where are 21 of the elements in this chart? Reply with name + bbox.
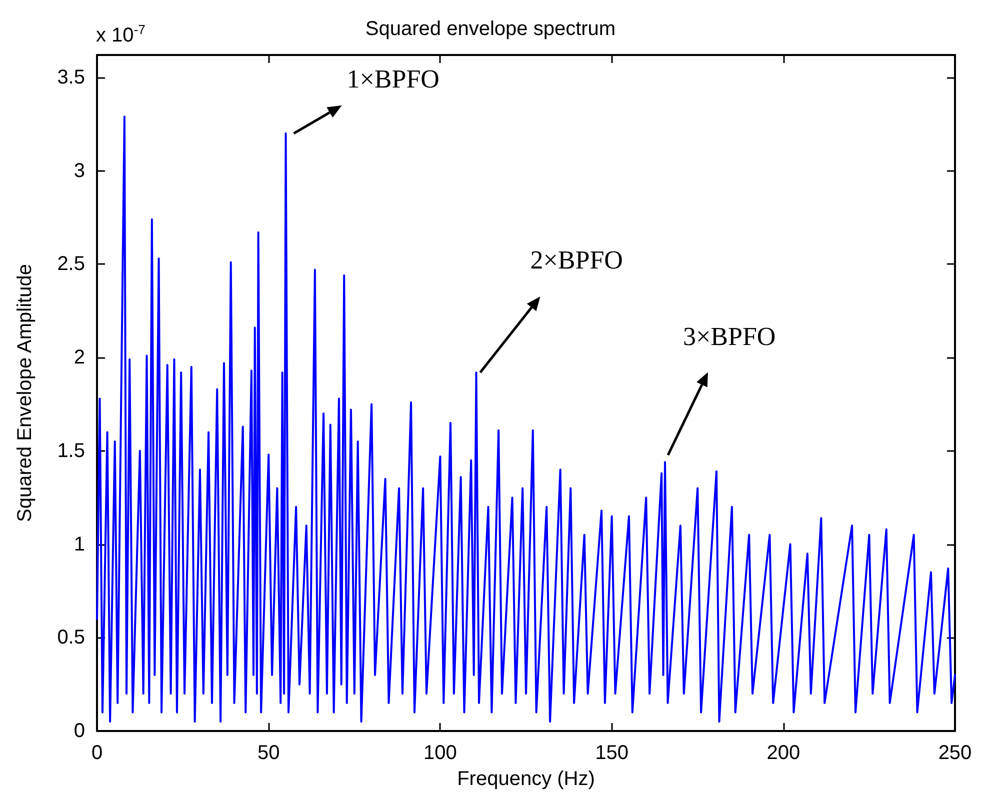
y-tick-label: 1 <box>74 533 85 556</box>
x-tick-label: 100 <box>424 742 457 764</box>
annotation: 2×BPFO <box>530 245 623 274</box>
y-tick-label: 0.5 <box>57 626 85 649</box>
chart-title: Squared envelope spectrum <box>365 18 616 40</box>
x-tick-label: 200 <box>766 742 800 764</box>
x-tick-label: 150 <box>595 742 628 764</box>
y-tick-label: 1.5 <box>57 440 85 462</box>
y-tick-label: 0 <box>74 720 85 742</box>
annotation: 1×BPFO <box>346 64 440 94</box>
x-axis-title: Frequency (Hz) <box>457 768 595 790</box>
y-tick-label: 2.5 <box>57 253 85 276</box>
annotation: 3×BPFO <box>682 322 776 352</box>
x-tick-label: 250 <box>938 742 972 764</box>
x-tick-label: 50 <box>257 742 280 764</box>
x-tick-label: 0 <box>91 742 103 764</box>
text: x 10$^{-7}$ <box>96 22 146 48</box>
y-axis-title: Squared Envelope Amplitude <box>14 264 36 522</box>
y-tick-label: 3.5 <box>57 66 85 88</box>
y-tick-label: 2 <box>74 346 85 369</box>
y-tick-label: 3 <box>74 160 85 182</box>
